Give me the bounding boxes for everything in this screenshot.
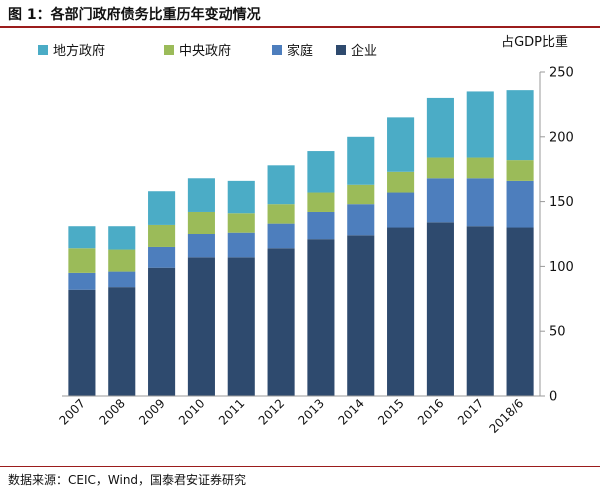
bar-household-2014 — [347, 204, 375, 236]
y-axis-label: 占GDP比重 — [501, 34, 568, 50]
bar-corp-2014 — [347, 235, 375, 396]
y-tick-label: 0 — [549, 390, 557, 405]
x-tick-label: 2016 — [415, 396, 446, 427]
x-tick-label: 2012 — [256, 396, 287, 427]
bar-corp-2013 — [307, 239, 335, 396]
bar-household-2015 — [387, 192, 415, 228]
x-tick-label: 2008 — [96, 396, 127, 427]
bar-household-2011 — [227, 232, 255, 258]
legend-swatch-central — [164, 45, 174, 55]
x-tick-label: 2014 — [335, 396, 366, 427]
bar-local-2017 — [466, 91, 494, 158]
chart-title: 图 1：各部门政府债务比重历年变动情况 — [8, 7, 261, 23]
bar-central-2018-6 — [506, 160, 534, 181]
y-tick-label: 50 — [549, 325, 566, 340]
legend-label-central: 中央政府 — [179, 44, 231, 59]
source-rule — [0, 466, 600, 467]
legend-swatch-local — [38, 45, 48, 55]
bar-local-2012 — [267, 165, 295, 205]
x-tick-label: 2010 — [176, 396, 207, 427]
bar-corp-2018-6 — [506, 227, 534, 396]
bar-household-2017 — [466, 178, 494, 227]
title-rule — [0, 26, 600, 28]
bar-corp-2011 — [227, 257, 255, 396]
bar-central-2015 — [387, 171, 415, 193]
bar-corp-2017 — [466, 226, 494, 396]
legend-swatch-household — [272, 45, 282, 55]
y-tick-label: 200 — [549, 130, 574, 145]
x-tick-label: 2011 — [216, 396, 247, 427]
bar-central-2008 — [108, 249, 136, 272]
bar-corp-2015 — [387, 227, 415, 396]
x-tick-label: 2018/6 — [486, 396, 526, 436]
bar-household-2010 — [187, 234, 215, 258]
y-tick-label: 100 — [549, 260, 574, 275]
bar-corp-2007 — [68, 289, 96, 396]
legend-label-local: 地方政府 — [53, 43, 105, 59]
x-tick-label: 2013 — [296, 396, 327, 427]
bar-central-2014 — [347, 184, 375, 205]
legend-label-household: 家庭 — [287, 43, 313, 59]
bar-local-2014 — [347, 136, 375, 185]
bar-central-2010 — [187, 211, 215, 234]
bar-local-2015 — [387, 117, 415, 172]
bar-household-2016 — [426, 178, 454, 223]
bar-household-2012 — [267, 223, 295, 249]
bar-central-2013 — [307, 192, 335, 212]
bar-central-2007 — [68, 248, 96, 273]
bar-corp-2010 — [187, 257, 215, 396]
legend: 地方政府 中央政府 家庭 企业 — [38, 43, 377, 59]
bar-local-2007 — [68, 226, 96, 249]
bar-local-2016 — [426, 97, 454, 158]
bar-household-2018-6 — [506, 180, 534, 228]
y-tick-label: 150 — [549, 195, 574, 210]
x-tick-label: 2007 — [57, 396, 88, 427]
y-tick-label: 250 — [549, 66, 574, 81]
bar-corp-2016 — [426, 222, 454, 396]
legend-swatch-corp — [336, 45, 346, 55]
bar-household-2013 — [307, 211, 335, 240]
bar-corp-2012 — [267, 248, 295, 396]
bar-central-2012 — [267, 204, 295, 224]
bar-local-2013 — [307, 151, 335, 193]
bar-corp-2009 — [148, 267, 176, 396]
bar-corp-2008 — [108, 287, 136, 396]
bar-central-2011 — [227, 213, 255, 233]
bars — [68, 90, 534, 396]
bar-household-2007 — [68, 272, 96, 290]
bar-household-2009 — [148, 246, 176, 268]
source-note: 数据来源：CEIC，Wind，国泰君安证券研究 — [8, 473, 247, 487]
bar-local-2010 — [187, 178, 215, 212]
bar-local-2009 — [148, 191, 176, 225]
x-tick-label: 2015 — [375, 396, 406, 427]
bar-local-2011 — [227, 180, 255, 214]
bar-central-2017 — [466, 157, 494, 179]
bar-household-2008 — [108, 271, 136, 288]
bar-central-2016 — [426, 157, 454, 179]
legend-label-corp: 企业 — [351, 43, 377, 59]
x-tick-label: 2009 — [136, 396, 167, 427]
bar-local-2018-6 — [506, 90, 534, 161]
bar-local-2008 — [108, 226, 136, 250]
bar-central-2009 — [148, 224, 176, 247]
x-tick-label: 2017 — [455, 396, 486, 427]
